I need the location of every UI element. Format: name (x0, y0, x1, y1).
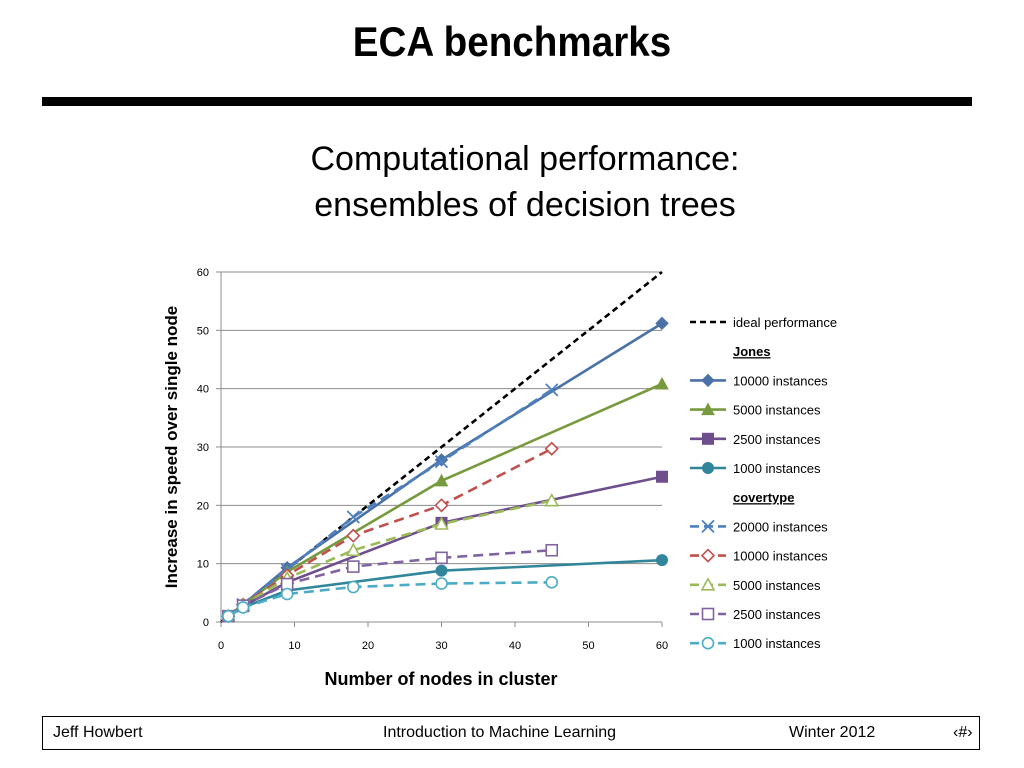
x-tick-label-10: 10 (288, 640, 300, 652)
series-jones-1000-instances-point (656, 554, 668, 567)
legend-jones-5000-instances-label: 5000 instances (733, 403, 821, 418)
series-jones-5000-instances-point (655, 376, 669, 390)
series-covertype-10000-instances-point (346, 528, 361, 543)
series-jones-1000-instances-point (435, 564, 448, 577)
series-jones-5000-instances-point (434, 473, 449, 487)
slide-footer: Jeff Howbert Introduction to Machine Lea… (42, 716, 980, 750)
title-divider (42, 97, 972, 106)
y-tick-label-30: 30 (197, 442, 209, 454)
x-tick-label-20: 20 (362, 640, 374, 652)
speedup-line-chart: 0 10 20 30 40 50 60 0 10 20 30 40 50 60 ideal perform… (162, 267, 837, 689)
y-tick-label-20: 20 (197, 500, 209, 512)
series-covertype-1000-instances-point (435, 577, 448, 590)
series-jones-10000-instances-point (655, 316, 669, 331)
legend-covertype-1000-instances-marker (701, 636, 715, 650)
legend-covertype-10000-instances-label: 10000 instances (733, 549, 828, 564)
series-covertype-5000-instances-point (345, 542, 361, 557)
series-covertype-20000-instances-point (545, 383, 559, 397)
series-covertype-20000-instances-point (346, 510, 360, 524)
legend-covertype-5000-instances-label: 5000 instances (733, 578, 821, 593)
footer-course: Introduction to Machine Learning (383, 724, 617, 741)
series-covertype-20000-instances-point (434, 454, 449, 469)
x-tick-label-30: 30 (435, 640, 447, 652)
legend-jones-5000-instances-marker (701, 402, 715, 416)
y-tick-label-40: 40 (197, 384, 209, 396)
legend-covertype-1000-instances-label: 1000 instances (733, 636, 821, 651)
chart-axes: 0 10 20 30 40 50 60 0 10 20 30 40 50 60 (197, 267, 668, 652)
legend-jones-1000-instances-marker (702, 462, 714, 474)
series-covertype-1000-instances-line (227, 581, 552, 618)
series-covertype-2500-instances-point (346, 560, 360, 573)
series-covertype-5000-instances-point (544, 492, 560, 507)
series-jones-2500-instances-line (227, 475, 663, 618)
series-covertype-5000-instances-point (434, 516, 449, 530)
chart-series (220, 270, 669, 624)
x-tick-label-50: 50 (582, 640, 594, 652)
chart-subtitle-line-1: Computational performance: (310, 140, 740, 178)
footer-term: Winter 2012 (789, 724, 876, 741)
series-covertype-10000-instances-line (227, 447, 553, 618)
x-axis-label: Number of nodes in cluster (324, 669, 557, 689)
series-covertype-5000-instances-line (227, 499, 553, 618)
x-tick-label-0: 0 (218, 640, 224, 652)
series-covertype-1000-instances (222, 576, 559, 623)
legend-covertype-2500-instances-label: 2500 instances (733, 607, 821, 622)
series-covertype-2500-instances-point (545, 543, 559, 557)
legend-jones-2500-instances-marker (702, 432, 714, 445)
y-tick-label-60: 60 (197, 267, 209, 279)
legend-ideal-performance-label: ideal performance (733, 315, 837, 330)
series-covertype-1000-instances-point (346, 580, 360, 594)
legend-jones-1000-instances-label: 1000 instances (733, 461, 821, 476)
footer-author: Jeff Howbert (53, 724, 143, 741)
y-tick-label-10: 10 (197, 559, 209, 571)
y-tick-label-50: 50 (197, 325, 209, 337)
legend-group-covertype: covertype (733, 490, 794, 505)
legend-group-jones: Jones (733, 344, 771, 359)
chart-subtitle-line-2: ensembles of decision trees (314, 186, 736, 224)
legend-covertype-5000-instances-marker (700, 577, 716, 591)
legend-covertype-10000-instances-marker (700, 548, 716, 563)
y-axis-label: Increase in speed over single node (162, 306, 181, 589)
legend-covertype-20000-instances-marker (701, 519, 715, 534)
series-covertype-20000-instances-line (227, 388, 553, 618)
slide-title: ECA benchmarks (352, 18, 672, 65)
series-jones-2500-instances-point (656, 470, 668, 483)
legend-jones-10000-instances-marker (701, 373, 715, 388)
chart-legend: ideal performance Jones 10000 instances 500… (690, 315, 837, 651)
legend-covertype-2500-instances-marker (701, 607, 715, 621)
series-covertype-1000-instances-point (545, 576, 559, 589)
series-covertype-1000-instances-point (236, 601, 250, 614)
y-tick-label-0: 0 (203, 617, 209, 629)
series-covertype-2500-instances-point (435, 551, 448, 565)
legend-covertype-20000-instances-label: 20000 instances (733, 519, 828, 534)
series-covertype-10000-instances-point (544, 441, 559, 456)
x-tick-label-60: 60 (656, 640, 668, 652)
series-covertype-5000-instances (221, 492, 560, 622)
legend-jones-10000-instances-label: 10000 instances (733, 373, 828, 388)
footer-page-number: ‹#› (953, 724, 973, 741)
series-covertype-2500-instances-line (227, 548, 552, 618)
legend-jones-2500-instances-label: 2500 instances (733, 432, 821, 447)
x-tick-label-40: 40 (509, 640, 521, 652)
series-covertype-1000-instances-point (280, 587, 294, 601)
series-covertype-1000-instances-point (222, 609, 235, 623)
series-covertype-10000-instances-point (434, 498, 449, 513)
